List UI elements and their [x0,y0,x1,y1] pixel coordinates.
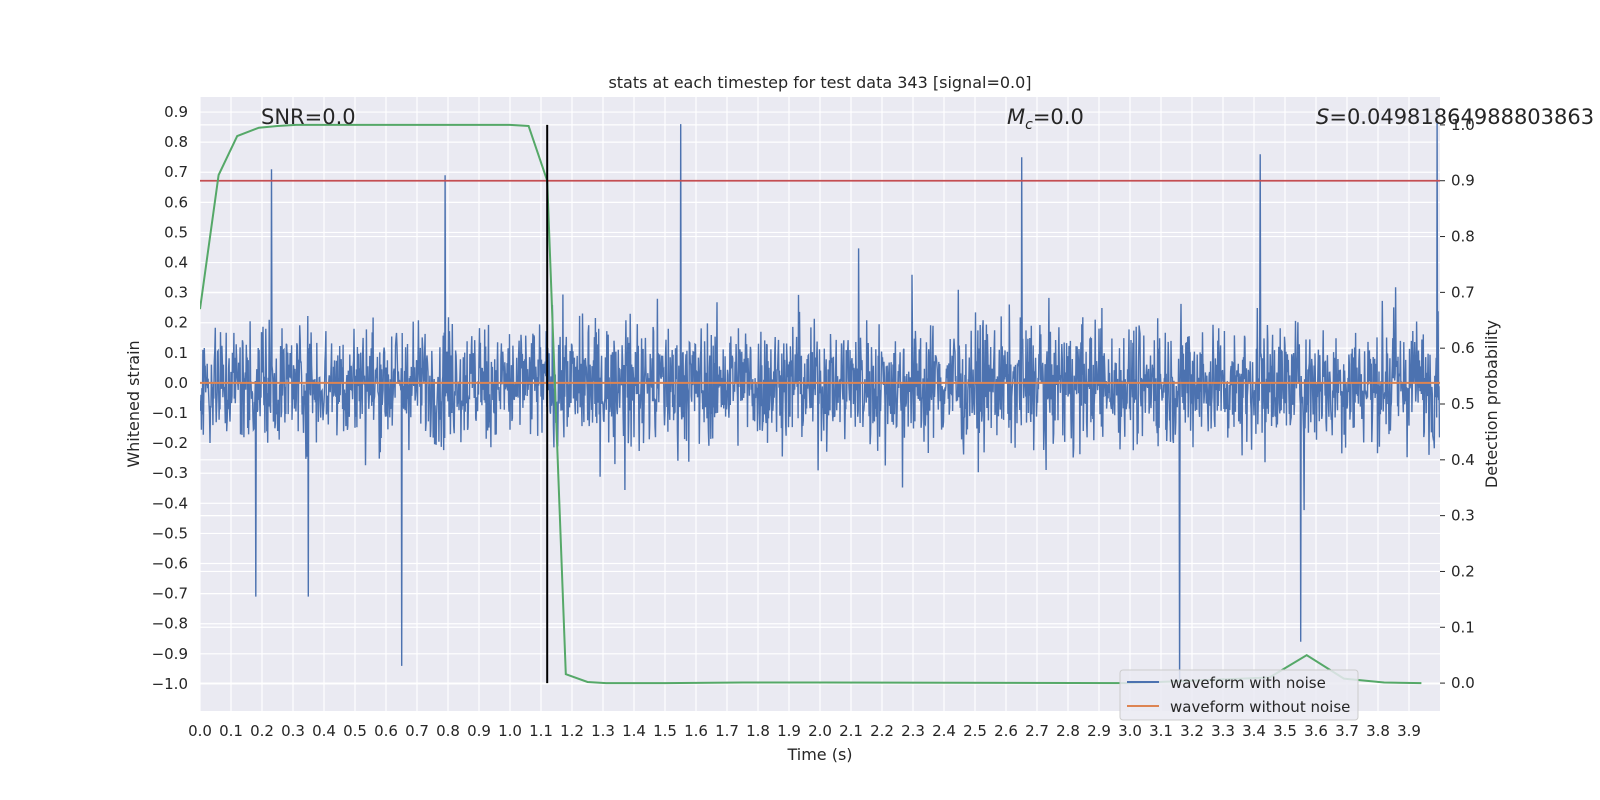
s-annotation: S=0.04981864988803863 [1316,105,1594,129]
x-tick-label: 1.9 [777,722,801,740]
x-tick-label: 2.7 [1025,722,1049,740]
y2-tick-label: 0.9 [1451,172,1475,190]
y-tick-label: −0.7 [152,585,188,603]
x-tick-label: 3.8 [1366,722,1390,740]
y-tick-label: 0.2 [164,314,188,332]
y2-tick-label: 0.0 [1451,674,1475,692]
x-tick-label: 3.6 [1304,722,1328,740]
y-tick-label: 0.5 [164,223,188,241]
s-symbol: S [1316,105,1329,129]
x-tick-labels: 0.0 0.1 0.2 0.3 0.4 0.5 0.6 0.7 0.8 0.9 1.0 1.1 1.2 1… [188,722,1421,740]
legend-box [1119,669,1359,721]
y2-tick-label: 0.6 [1451,339,1475,357]
y2-axis-label: Detection probability [1482,320,1501,488]
x-tick-label: 1.8 [746,722,770,740]
x-tick-label: 0.2 [250,722,274,740]
y-tick-label: −0.3 [152,464,188,482]
y-tick-label: −0.9 [152,645,188,663]
x-tick-label: 2.2 [870,722,894,740]
x-tick-label: 3.7 [1335,722,1359,740]
series-waveform-with-noise [200,121,1440,684]
x-tick-label: 2.8 [1056,722,1080,740]
x-tick-label: 1.0 [498,722,522,740]
legend-label-clean: waveform without noise [1170,698,1350,716]
x-tick-label: 1.5 [653,722,677,740]
y-tick-label: 0.7 [164,163,188,181]
x-axis-label: Time (s) [786,745,852,764]
x-tick-label: 3.2 [1180,722,1204,740]
y-tick-labels: 0.9 0.8 0.7 0.6 0.5 0.4 0.3 0.2 0.1 0.0 −0.1 −0.2 −0… [152,103,188,693]
x-tick-label: 0.8 [436,722,460,740]
y-tick-label: −0.1 [152,404,188,422]
chirp-mass-annotation: Mc=0.0 [1007,105,1084,133]
y-tick-label: 0.3 [164,284,188,302]
y2-tick-label: 0.7 [1451,283,1475,301]
y-axis-label: Whitened strain [124,340,143,467]
y-tick-label: −0.8 [152,615,188,633]
y-tick-label: 0.1 [164,344,188,362]
chirp-mass-symbol: M [1007,105,1025,129]
y-tick-label: −1.0 [152,675,188,693]
x-tick-label: 3.5 [1273,722,1297,740]
s-value: =0.04981864988803863 [1329,105,1594,129]
x-tick-label: 0.9 [467,722,491,740]
x-tick-label: 1.3 [591,722,615,740]
y2-tick-labels: 0.0 0.1 0.2 0.3 0.4 0.5 0.6 0.7 0.8 0.9 1.0 [1451,116,1475,692]
x-tick-label: 2.9 [1087,722,1111,740]
x-tick-label: 1.4 [622,722,646,740]
y-tick-label: −0.5 [152,524,188,542]
x-tick-label: 0.5 [343,722,367,740]
x-tick-label: 1.2 [560,722,584,740]
x-tick-label: 2.3 [901,722,925,740]
snr-annotation: SNR=0.0 [261,105,356,129]
y-tick-label: 0.9 [164,103,188,121]
x-tick-label: 2.0 [808,722,832,740]
x-tick-label: 3.0 [1118,722,1142,740]
x-tick-label: 0.3 [281,722,305,740]
x-tick-label: 2.6 [994,722,1018,740]
y2-tick-label: 0.5 [1451,395,1475,413]
y-tick-label: −0.4 [152,494,188,512]
chart-title: stats at each timestep for test data 343… [608,73,1031,92]
y2-tick-label: 0.3 [1451,507,1475,525]
x-tick-label: 0.7 [405,722,429,740]
y2-tick-label: 1.0 [1451,116,1475,134]
x-tick-label: 3.1 [1149,722,1173,740]
x-tick-label: 3.9 [1397,722,1421,740]
chirp-mass-value: =0.0 [1033,105,1084,129]
y-tick-label: 0.8 [164,133,188,151]
x-tick-label: 2.4 [932,722,956,740]
y2-tick-label: 0.8 [1451,228,1475,246]
chirp-mass-subscript: c [1025,117,1033,133]
legend: waveform with noise waveform without noi… [1119,669,1359,721]
x-tick-label: 3.4 [1242,722,1266,740]
x-tick-label: 1.1 [529,722,553,740]
y-tick-label: 0.4 [164,254,188,272]
x-tick-label: 1.6 [684,722,708,740]
x-tick-label: 1.7 [715,722,739,740]
legend-label-noise: waveform with noise [1170,674,1326,692]
y2-tick-label: 0.2 [1451,562,1475,580]
x-tick-label: 0.4 [312,722,336,740]
series-layer [200,121,1440,685]
y-tick-label: 0.6 [164,193,188,211]
y-tick-label: −0.2 [152,434,188,452]
x-tick-label: 0.0 [188,722,212,740]
y-tick-label: 0.0 [164,374,188,392]
x-tick-label: 2.1 [839,722,863,740]
series-detection-probability [200,123,1422,685]
y-tick-label: −0.6 [152,555,188,573]
x-tick-label: 3.3 [1211,722,1235,740]
y2-tick-label: 0.4 [1451,451,1475,469]
x-tick-label: 2.5 [963,722,987,740]
x-tick-label: 0.6 [374,722,398,740]
x-tick-label: 0.1 [219,722,243,740]
y2-tick-label: 0.1 [1451,618,1475,636]
